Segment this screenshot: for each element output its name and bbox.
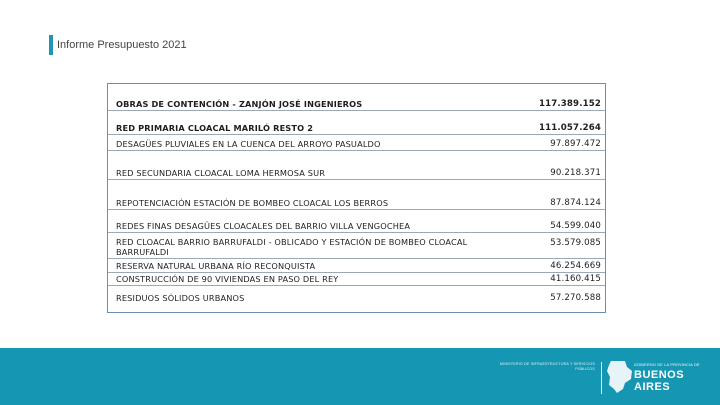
table-row: REDES FINAS DESAGÜES CLOACALES DEL BARRI… xyxy=(108,209,605,233)
project-name: DESAGÜES PLUVIALES EN LA CUENCA DEL ARRO… xyxy=(116,138,381,149)
project-name: RED SECUNDARIA CLOACAL LOMA HERMOSA SUR xyxy=(116,167,326,178)
table-row: RESIDUOS SÓLIDOS URBANOS 57.270.588 xyxy=(108,285,605,310)
project-name: RESIDUOS SÓLIDOS URBANOS xyxy=(116,292,245,303)
table-row: DESAGÜES PLUVIALES EN LA CUENCA DEL ARRO… xyxy=(108,134,605,151)
table-row: RESERVA NATURAL URBANA RÍO RECONQUISTA 4… xyxy=(108,258,605,273)
province-label: BUENOS AIRES xyxy=(634,369,685,393)
table-row: CONSTRUCCIÓN DE 90 VIVIENDAS EN PASO DEL… xyxy=(108,272,605,286)
project-amount: 57.270.588 xyxy=(550,293,601,303)
project-amount: 41.160.415 xyxy=(550,274,601,284)
project-name: RED PRIMARIA CLOACAL MARILÓ RESTO 2 xyxy=(116,122,314,133)
table-row: RED PRIMARIA CLOACAL MARILÓ RESTO 2 111.… xyxy=(108,110,605,135)
province-map-icon xyxy=(607,361,632,393)
table-row: RED SECUNDARIA CLOACAL LOMA HERMOSA SUR … xyxy=(108,150,605,180)
government-label: GOBIERNO DE LA PROVINCIA DE xyxy=(634,363,700,367)
footer-band xyxy=(0,348,720,405)
project-name: RESERVA NATURAL URBANA RÍO RECONQUISTA xyxy=(116,260,316,271)
government-logo-text: GOBIERNO DE LA PROVINCIA DE BUENOS AIRES xyxy=(634,363,720,393)
project-name: REDES FINAS DESAGÜES CLOACALES DEL BARRI… xyxy=(116,220,411,231)
table-row: RED CLOACAL BARRIO BARRUFALDI - OBLICADO… xyxy=(108,232,605,259)
project-name: REPOTENCIACIÓN ESTACIÓN DE BOMBEO CLOACA… xyxy=(116,197,389,208)
project-amount: 117.389.152 xyxy=(539,99,601,109)
project-name: RED CLOACAL BARRIO BARRUFALDI - OBLICADO… xyxy=(116,237,468,257)
project-amount: 54.599.040 xyxy=(550,221,601,231)
ministry-label: MINISTERIO DE INFRAESTRUCTURA Y SERVICIO… xyxy=(499,362,595,371)
project-amount: 46.254.669 xyxy=(550,261,601,271)
project-amount: 87.874.124 xyxy=(550,198,601,208)
table-row: REPOTENCIACIÓN ESTACIÓN DE BOMBEO CLOACA… xyxy=(108,179,605,210)
project-name: CONSTRUCCIÓN DE 90 VIVIENDAS EN PASO DEL… xyxy=(116,273,339,284)
project-amount: 97.897.472 xyxy=(550,139,601,149)
footer-divider xyxy=(601,362,602,394)
table-row: OBRAS DE CONTENCIÓN - ZANJÓN JOSÉ INGENI… xyxy=(108,84,605,111)
project-name: OBRAS DE CONTENCIÓN - ZANJÓN JOSÉ INGENI… xyxy=(116,98,363,109)
header-accent-bar xyxy=(49,35,53,55)
page-title: Informe Presupuesto 2021 xyxy=(57,39,187,51)
budget-table: OBRAS DE CONTENCIÓN - ZANJÓN JOSÉ INGENI… xyxy=(107,83,606,313)
project-amount: 111.057.264 xyxy=(539,123,601,133)
project-amount: 53.579.085 xyxy=(550,238,601,248)
project-amount: 90.218.371 xyxy=(550,168,601,178)
